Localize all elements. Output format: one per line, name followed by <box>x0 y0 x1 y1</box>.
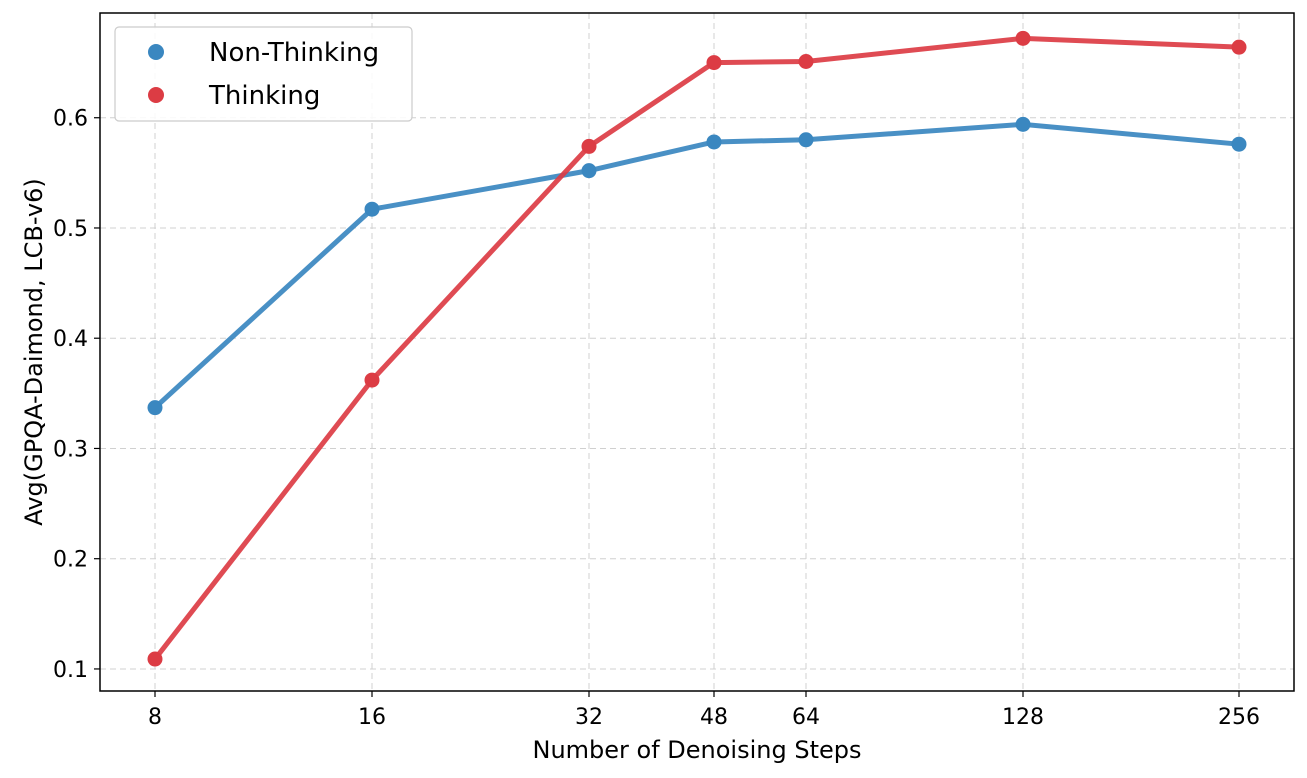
x-axis-label: Number of Denoising Steps <box>532 736 861 764</box>
y-tick-label: 0.1 <box>53 658 88 683</box>
x-tick-label: 48 <box>700 705 728 730</box>
data-point-thinking <box>706 55 722 71</box>
x-tick-label: 64 <box>792 705 820 730</box>
series-line-non-thinking <box>152 121 1242 411</box>
data-point-thinking <box>798 54 814 70</box>
y-axis-label: Avg(GPQA-Daimond, LCB-v6) <box>20 178 48 525</box>
y-tick-label: 0.4 <box>53 327 88 352</box>
legend-box <box>114 26 413 122</box>
data-point-non-thinking <box>581 163 597 179</box>
series-layer <box>147 30 1247 667</box>
legend-marker-thinking <box>148 87 164 103</box>
x-tick-label: 128 <box>1002 705 1044 730</box>
x-tick-label: 256 <box>1218 705 1260 730</box>
x-tick-label: 16 <box>358 705 386 730</box>
data-point-thinking <box>147 651 163 667</box>
x-tick-label: 8 <box>148 705 162 730</box>
data-point-non-thinking <box>147 400 163 416</box>
data-point-thinking <box>1231 39 1247 55</box>
y-tick-label: 0.3 <box>53 437 88 462</box>
data-point-non-thinking <box>1231 136 1247 152</box>
data-point-non-thinking <box>706 134 722 150</box>
legend-label-thinking: Thinking <box>208 81 320 111</box>
tick-layer: 8 16 32 48 64 128 256 0.1 0.2 0.3 0.4 0.5 0.6 <box>53 107 1260 730</box>
plot-frame <box>99 12 1295 692</box>
data-point-thinking <box>581 138 597 154</box>
data-point-non-thinking <box>798 132 814 148</box>
x-tick-label: 32 <box>575 705 603 730</box>
legend: Non-Thinking Thinking <box>114 26 413 122</box>
grid-layer <box>100 13 1294 691</box>
y-tick-label: 0.2 <box>53 548 88 573</box>
y-tick-label: 0.6 <box>53 107 88 132</box>
data-point-thinking <box>1015 30 1031 46</box>
data-point-thinking <box>364 372 380 388</box>
legend-label-non-thinking: Non-Thinking <box>209 38 379 68</box>
y-tick-label: 0.5 <box>53 217 88 242</box>
data-point-non-thinking <box>1015 116 1031 132</box>
data-point-non-thinking <box>364 201 380 217</box>
legend-marker-non-thinking <box>148 44 164 60</box>
